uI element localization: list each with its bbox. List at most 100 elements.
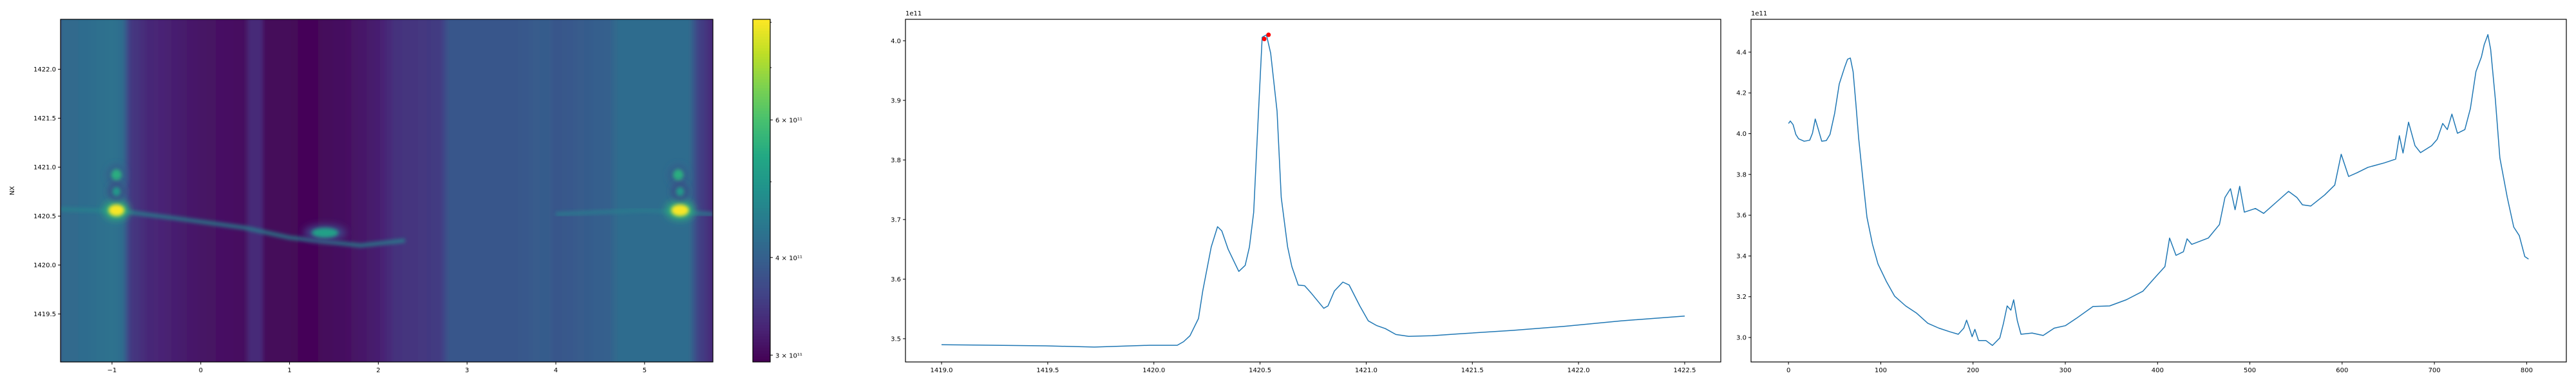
heatmap-column bbox=[388, 19, 392, 362]
plot-area bbox=[941, 32, 1685, 348]
heatmap-blob bbox=[671, 204, 689, 216]
heatmap-column bbox=[650, 19, 654, 362]
heatmap-column bbox=[661, 19, 665, 362]
heatmap-column bbox=[704, 19, 707, 362]
heatmap-column bbox=[296, 19, 299, 362]
heatmap-column bbox=[446, 19, 450, 362]
heatmap-column bbox=[348, 19, 352, 362]
heatmap-column bbox=[285, 19, 288, 362]
heatmap-column bbox=[365, 19, 368, 362]
x-tick-label: 4 bbox=[554, 367, 558, 374]
heatmap-column bbox=[262, 19, 265, 362]
heatmap-column bbox=[138, 19, 141, 362]
heatmap-column bbox=[211, 19, 214, 362]
heatmap-column bbox=[340, 19, 343, 362]
heatmap-column bbox=[56, 13, 59, 368]
colorbar-segment bbox=[753, 179, 770, 183]
heatmap-column bbox=[555, 19, 558, 362]
heatmap-column bbox=[200, 19, 204, 362]
heatmap-blob bbox=[676, 186, 685, 197]
x-tick-label: 700 bbox=[2429, 367, 2441, 374]
colorbar-segment bbox=[753, 353, 770, 357]
heatmap-column bbox=[84, 19, 88, 362]
colorbar-tick-label: 6 × 10¹¹ bbox=[775, 117, 802, 124]
colorbar-segment bbox=[753, 227, 770, 231]
heatmap-column bbox=[595, 19, 598, 362]
y-tick-label: 3.6 bbox=[891, 276, 901, 283]
colorbar-segment bbox=[753, 313, 770, 317]
heatmap-column bbox=[267, 19, 270, 362]
heatmap-column bbox=[531, 19, 534, 362]
heatmap-column bbox=[641, 19, 645, 362]
colorbar-segment bbox=[753, 359, 770, 363]
colorbar-segment bbox=[753, 28, 770, 32]
heatmap-column bbox=[584, 19, 587, 362]
heatmap-column bbox=[420, 19, 423, 362]
colorbar-segment bbox=[753, 207, 770, 211]
heatmap-column bbox=[535, 19, 538, 362]
x-tick-label: 300 bbox=[2059, 367, 2071, 374]
colorbar-segment bbox=[753, 219, 770, 223]
heatmap-column bbox=[455, 19, 459, 362]
colorbar-segment bbox=[753, 231, 770, 234]
heatmap-column bbox=[313, 19, 316, 362]
series-line bbox=[941, 34, 1685, 348]
heatmap-column bbox=[61, 19, 64, 362]
heatmap-column bbox=[129, 19, 132, 362]
heatmap-column bbox=[577, 19, 580, 362]
y-offset-label: 1e11 bbox=[1751, 10, 1767, 17]
colorbar-segment bbox=[753, 159, 770, 163]
heatmap-column bbox=[162, 19, 166, 362]
heatmap-column bbox=[184, 19, 187, 362]
heatmap-column bbox=[238, 19, 241, 362]
heatmap-column bbox=[615, 19, 618, 362]
x-tick-label: 1420.0 bbox=[1142, 367, 1165, 374]
heatmap-column bbox=[227, 19, 230, 362]
heatmap-column bbox=[249, 19, 252, 362]
heatmap-column bbox=[424, 19, 428, 362]
colorbar-segment bbox=[753, 64, 770, 68]
colorbar-segment bbox=[753, 176, 770, 180]
colorbar-segment bbox=[753, 119, 770, 123]
heatmap-column bbox=[529, 19, 532, 362]
heatmap-column bbox=[639, 19, 643, 362]
colorbar-segment bbox=[753, 182, 770, 185]
colorbar-segment bbox=[753, 245, 770, 249]
heatmap-column bbox=[457, 19, 460, 362]
heatmap-column bbox=[231, 19, 234, 362]
colorbar-segment bbox=[753, 39, 770, 43]
heatmap-column bbox=[649, 19, 652, 362]
heatmap-column bbox=[333, 19, 336, 362]
colorbar-segment bbox=[753, 279, 770, 283]
heatmap-column bbox=[437, 19, 440, 362]
axes-frame bbox=[905, 19, 1721, 363]
heatmap-column bbox=[71, 19, 75, 362]
heatmap-column bbox=[371, 19, 374, 362]
heatmap-column bbox=[373, 19, 376, 362]
heatmap-column bbox=[544, 19, 547, 362]
y-tick-label: 4.4 bbox=[1736, 49, 1747, 56]
heatmap-column bbox=[542, 19, 545, 362]
x-tick-label: 1419.0 bbox=[931, 367, 953, 374]
heatmap-column bbox=[244, 19, 248, 362]
heatmap-column bbox=[287, 19, 290, 362]
colorbar-segment bbox=[753, 321, 770, 325]
heatmap-column bbox=[493, 19, 496, 362]
heatmap-column bbox=[466, 19, 469, 362]
heatmap-column bbox=[302, 19, 305, 362]
heatmap-column bbox=[91, 19, 95, 362]
heatmap-column bbox=[719, 13, 722, 368]
heatmap-column bbox=[355, 19, 359, 362]
colorbar-segment bbox=[753, 68, 770, 71]
colorbar-segment bbox=[753, 199, 770, 203]
heatmap-column bbox=[475, 19, 478, 362]
colorbar-segment bbox=[753, 242, 770, 245]
heatmap-column bbox=[216, 19, 219, 362]
heatmap-column bbox=[632, 19, 636, 362]
y-tick-label: 3.7 bbox=[891, 216, 901, 223]
heatmap-column bbox=[140, 19, 144, 362]
heatmap-column bbox=[609, 19, 612, 362]
heatmap-column bbox=[511, 19, 514, 362]
heatmap-column bbox=[93, 19, 97, 362]
heatmap-column bbox=[502, 19, 505, 362]
